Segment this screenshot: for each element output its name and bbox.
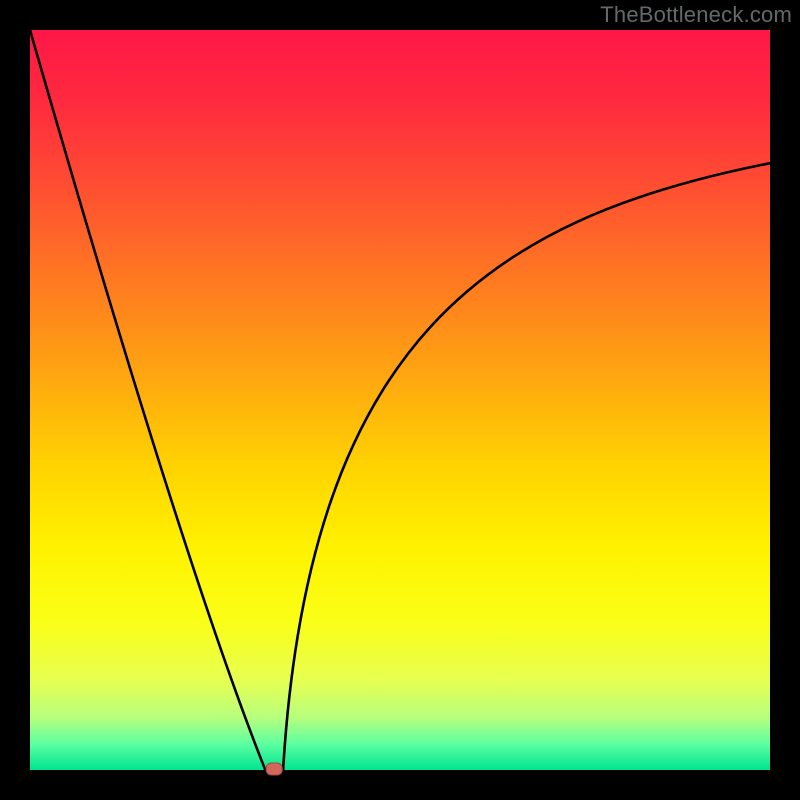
watermark-text: TheBottleneck.com [600, 2, 792, 28]
optimum-marker [266, 763, 282, 775]
bottleneck-chart [0, 0, 800, 800]
chart-stage: TheBottleneck.com [0, 0, 800, 800]
